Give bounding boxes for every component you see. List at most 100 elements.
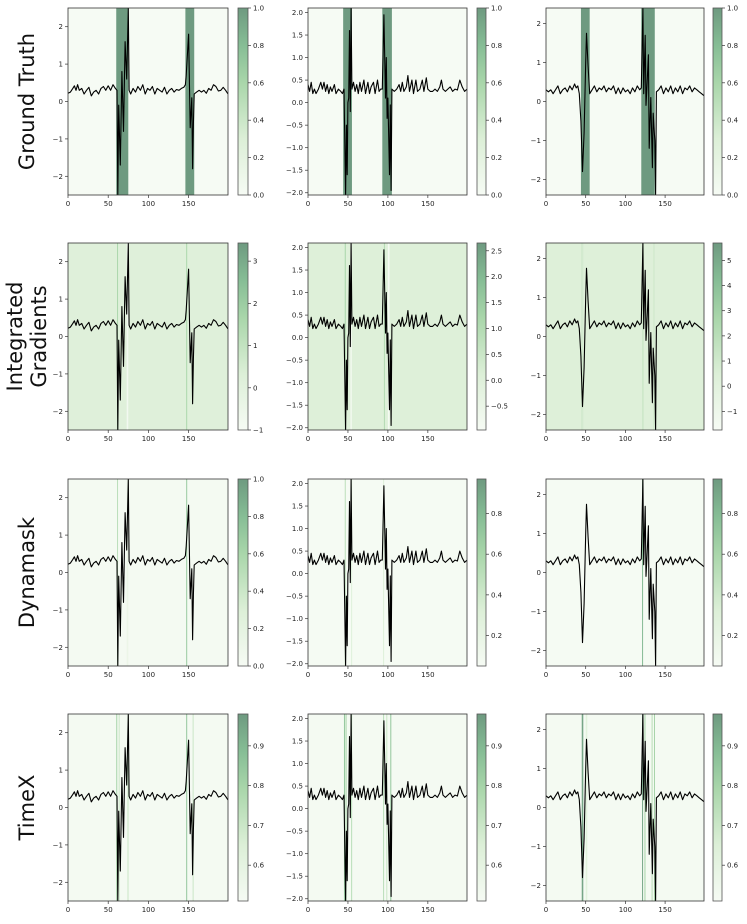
y-tick-label: −1 <box>53 135 63 143</box>
panel-r4-c2: 0 50 100 150 −2.0 −1.5 −1.0 −0.5 0.0 0.5 1.0 1.5 2.0… <box>286 713 503 914</box>
y-tick-label: 2.0 <box>292 480 303 488</box>
y-tick-label: 1.0 <box>292 760 303 768</box>
colorbar-tick-label: 3 <box>727 307 731 315</box>
colorbar-tick-label: 0.6 <box>727 862 739 870</box>
y-tick-label: −2.0 <box>286 660 303 668</box>
colorbar-tick-label: 0.8 <box>727 510 738 518</box>
axes-frame <box>307 713 468 902</box>
colorbar <box>712 713 723 902</box>
colorbar-tick-label: 3 <box>253 258 257 266</box>
x-tick-label: 50 <box>104 906 113 914</box>
colorbar-tick-label: 0.0 <box>253 192 264 200</box>
colorbar-tick-label: −1 <box>727 408 737 416</box>
heatmap-background <box>546 479 704 666</box>
colorbar-tick-label: 0.4 <box>727 117 739 125</box>
row-label-text: Gradients <box>27 285 51 387</box>
heatmap-band <box>186 243 188 430</box>
colorbar <box>476 242 487 431</box>
colorbar-tick-label: 0.6 <box>253 79 265 87</box>
row-label: Dynamask <box>15 516 39 628</box>
x-tick-label: 0 <box>66 435 70 443</box>
heatmap-background <box>546 8 704 195</box>
axes-frame <box>307 478 468 667</box>
panel-r4-c3: 0 50 100 150 −2 −1 0 1 2 0.6 0.7 0.8 0.9 <box>531 713 739 914</box>
heatmap-band <box>653 714 655 901</box>
panel-r1-c3: 0 50 100 150 −2 −1 0 1 2 0.0 0.2 0.4 0.6 0.8 1.0 <box>531 5 739 209</box>
x-tick-label: 50 <box>104 671 113 679</box>
x-tick-label: 0 <box>66 200 70 208</box>
colorbar-tick-label: 0.0 <box>491 377 502 385</box>
series-line <box>546 714 704 901</box>
y-tick-label: 1 <box>59 61 63 69</box>
y-tick-label: 0.5 <box>292 783 303 791</box>
x-tick-label: 100 <box>619 906 632 914</box>
colorbar-tick-label: 0.6 <box>727 79 739 87</box>
y-tick-label: −1.0 <box>286 379 303 387</box>
y-tick-label: 1 <box>537 59 541 67</box>
y-tick-label: −2.0 <box>286 189 303 197</box>
x-tick-label: 0 <box>544 435 548 443</box>
y-tick-label: −1.5 <box>286 402 303 410</box>
x-tick-label: 50 <box>104 435 113 443</box>
heatmap-band <box>581 714 584 901</box>
row-label: Integrated Gradients <box>3 282 51 392</box>
y-tick-label: 0 <box>59 804 63 812</box>
colorbar-tick-label: 0.8 <box>727 782 738 790</box>
colorbar-tick-label: 2 <box>727 332 731 340</box>
x-tick-label: 100 <box>142 671 155 679</box>
colorbar-tick-label: 0.7 <box>727 822 738 830</box>
row-label-text: Ground Truth <box>15 33 39 170</box>
x-tick-label: 0 <box>306 906 310 914</box>
colorbar <box>712 7 723 196</box>
x-tick-label: 100 <box>142 906 155 914</box>
colorbar-tick-label: 1.0 <box>491 5 502 13</box>
heatmap-band <box>344 243 346 430</box>
row-label-text: TimeX <box>15 775 39 842</box>
y-tick-label: 2 <box>59 494 63 502</box>
heatmap-band <box>192 714 194 901</box>
y-tick-label: −1.5 <box>286 873 303 881</box>
colorbar-tick-label: 0.2 <box>491 632 502 640</box>
x-tick-label: 150 <box>658 671 671 679</box>
colorbar-tick-label: 1.5 <box>491 299 502 307</box>
y-tick-label: −1 <box>53 370 63 378</box>
colorbar <box>476 478 487 667</box>
x-tick-label: 150 <box>182 906 195 914</box>
y-tick-label: 2 <box>59 258 63 266</box>
series-line <box>308 243 467 430</box>
heatmap-band <box>126 243 129 430</box>
heatmap-band <box>644 714 646 901</box>
row-label-text: Dynamask <box>15 516 39 628</box>
panel-r3-c1: 0 50 100 150 −2 −1 0 1 2 0.0 0.2 0.4 0.6 0.8 1.0 <box>53 476 265 680</box>
heatmap-band <box>344 479 346 666</box>
y-tick-label: 1.0 <box>292 525 303 533</box>
colorbar <box>712 242 723 431</box>
y-tick-label: 2.0 <box>292 715 303 723</box>
y-tick-label: 0.0 <box>292 805 303 813</box>
colorbar-tick-label: 0.7 <box>491 822 502 830</box>
x-tick-label: 0 <box>544 906 548 914</box>
colorbar-tick-label: 0.6 <box>491 862 503 870</box>
colorbar-tick-label: 0.2 <box>491 154 502 162</box>
series-line <box>546 479 704 666</box>
heatmap-background <box>546 243 704 430</box>
y-tick-label: 1 <box>59 767 63 775</box>
x-tick-label: 0 <box>306 671 310 679</box>
y-tick-label: 0 <box>537 98 541 106</box>
y-tick-label: −1 <box>531 843 541 851</box>
heatmap-band <box>651 714 653 901</box>
heatmap-band <box>186 479 188 666</box>
heatmap-band <box>642 714 644 901</box>
colorbar-tick-label: 5 <box>727 257 731 265</box>
y-tick-label: −2 <box>531 176 541 184</box>
x-tick-label: 150 <box>421 200 434 208</box>
y-tick-label: 0 <box>537 333 541 341</box>
x-tick-label: 100 <box>381 200 394 208</box>
heatmap-background <box>68 714 228 901</box>
x-tick-label: 100 <box>381 671 394 679</box>
x-tick-label: 100 <box>619 435 632 443</box>
y-tick-label: 2 <box>537 20 541 28</box>
y-tick-label: 2 <box>537 726 541 734</box>
y-tick-label: −1.0 <box>286 850 303 858</box>
